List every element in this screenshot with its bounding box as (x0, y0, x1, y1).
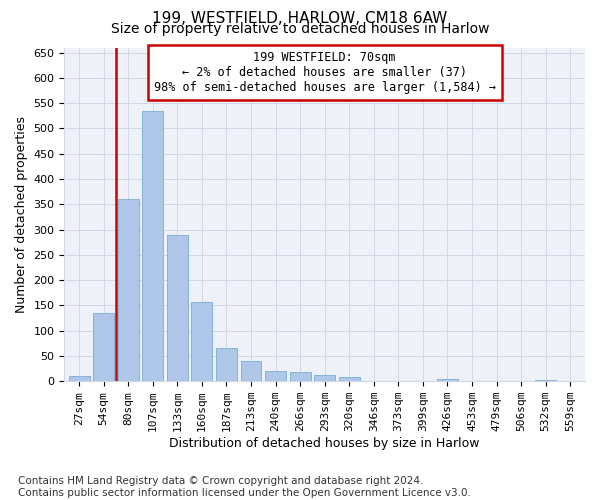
Text: Size of property relative to detached houses in Harlow: Size of property relative to detached ho… (111, 22, 489, 36)
Y-axis label: Number of detached properties: Number of detached properties (15, 116, 28, 313)
Text: 199, WESTFIELD, HARLOW, CM18 6AW: 199, WESTFIELD, HARLOW, CM18 6AW (152, 11, 448, 26)
Bar (265, 371, 286, 381)
Bar (118, 199, 139, 381)
Bar (167, 234, 188, 381)
Bar (241, 361, 262, 381)
Bar (69, 376, 89, 381)
Bar (339, 377, 359, 381)
Text: 199 WESTFIELD: 70sqm
← 2% of detached houses are smaller (37)
98% of semi-detach: 199 WESTFIELD: 70sqm ← 2% of detached ho… (154, 51, 496, 94)
Bar (314, 374, 335, 381)
Bar (290, 372, 311, 381)
Bar (216, 348, 237, 381)
Bar (437, 379, 458, 381)
Bar (93, 313, 114, 381)
Text: Contains HM Land Registry data © Crown copyright and database right 2024.
Contai: Contains HM Land Registry data © Crown c… (18, 476, 471, 498)
Bar (142, 110, 163, 381)
Bar (535, 380, 556, 381)
Bar (191, 302, 212, 381)
X-axis label: Distribution of detached houses by size in Harlow: Distribution of detached houses by size … (169, 437, 480, 450)
